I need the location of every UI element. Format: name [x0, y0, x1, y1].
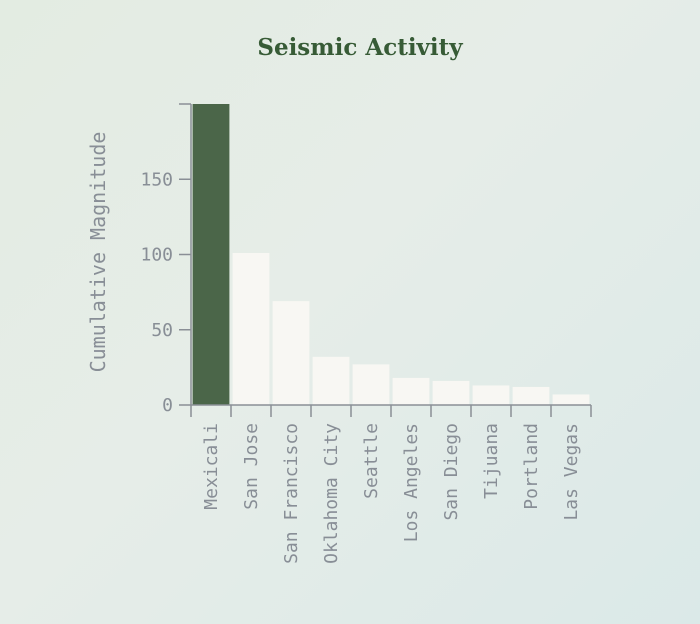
- x-tick-label-los-angeles: Los Angeles: [401, 423, 422, 542]
- bar-oklahoma-city: [312, 356, 350, 405]
- bar-las-vegas: [552, 394, 590, 405]
- x-tick-label-mexicali: Mexicali: [201, 423, 222, 510]
- bar-tijuana: [472, 385, 510, 405]
- y-tick-label-0: 0: [162, 395, 173, 416]
- bar-seattle: [352, 364, 390, 405]
- bar-portland: [512, 386, 550, 405]
- chart-title: Seismic Activity: [257, 34, 463, 61]
- y-tick-label-150: 150: [140, 169, 173, 190]
- y-tick-label-100: 100: [140, 245, 173, 266]
- x-tick-label-las-vegas: Las Vegas: [561, 423, 582, 521]
- bar-san-francisco: [272, 301, 310, 405]
- x-tick-label-san-jose: San Jose: [241, 423, 262, 510]
- plot-area: 0 50 100 150 Mexicali San Jose San Francisco Ok…: [140, 103, 592, 564]
- bar-san-diego: [432, 380, 470, 405]
- bar-los-angeles: [392, 377, 430, 405]
- y-axis-title: Cumulative Magnitude: [86, 132, 110, 373]
- bar-san-jose: [232, 253, 270, 405]
- y-tick-label-50: 50: [151, 320, 173, 341]
- x-tick-label-san-diego: San Diego: [441, 423, 462, 521]
- x-tick-label-tijuana: Tijuana: [481, 423, 502, 499]
- x-tick-label-san-francisco: San Francisco: [281, 423, 302, 564]
- x-tick-label-seattle: Seattle: [361, 423, 382, 499]
- bar-mexicali: [192, 104, 230, 405]
- x-tick-label-oklahoma-city: Oklahoma City: [321, 423, 342, 564]
- x-tick-label-portland: Portland: [521, 423, 542, 510]
